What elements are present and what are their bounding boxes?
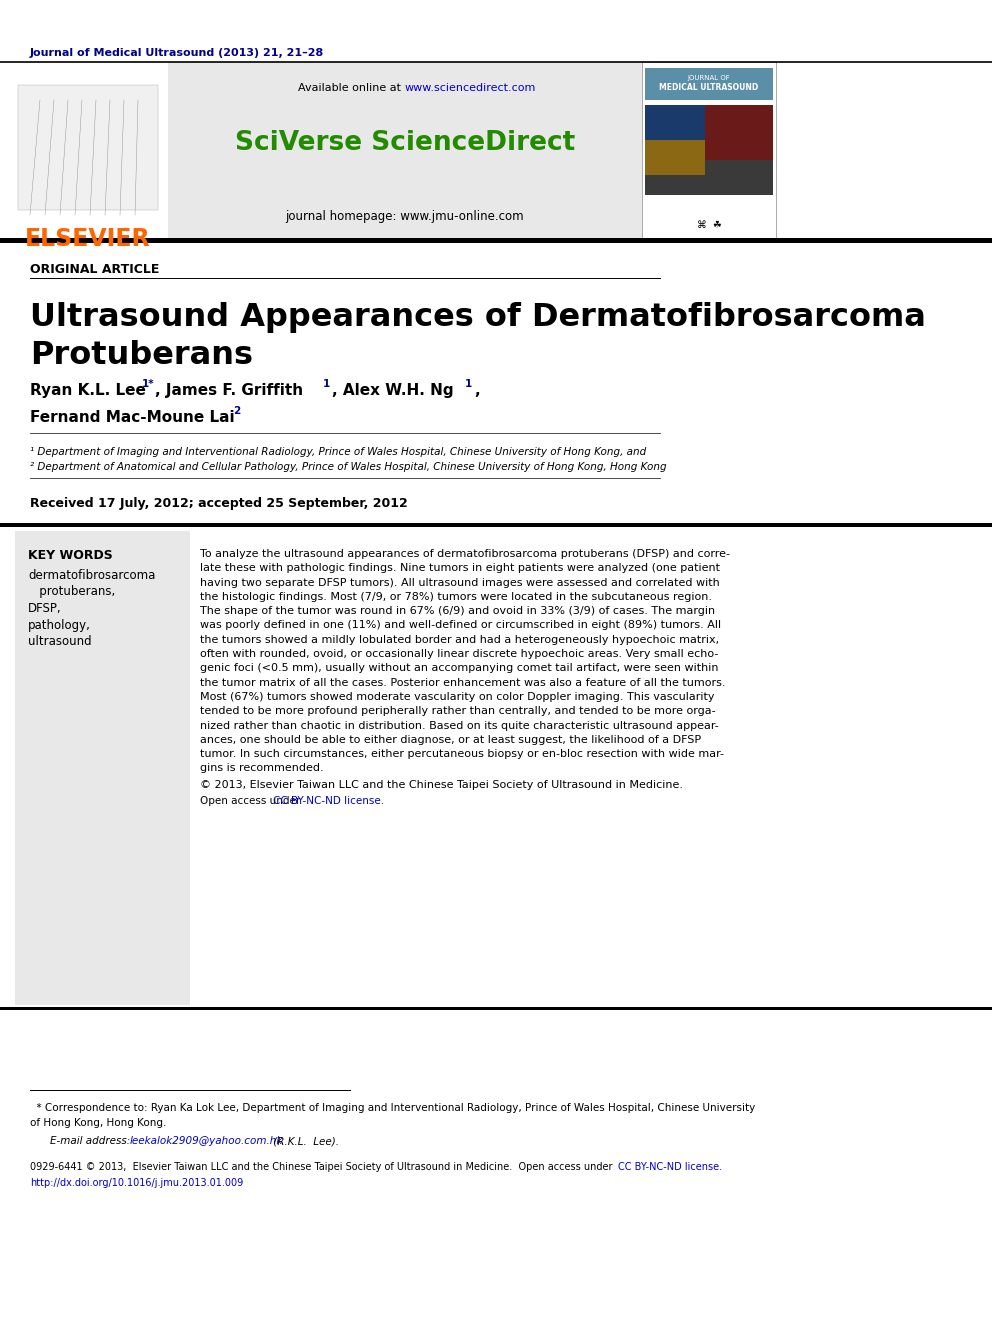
Text: http://dx.doi.org/10.1016/j.jmu.2013.01.009: http://dx.doi.org/10.1016/j.jmu.2013.01.… — [30, 1177, 243, 1188]
Text: CC BY-NC-ND license.: CC BY-NC-ND license. — [618, 1162, 722, 1172]
Bar — [18, 85, 158, 210]
Text: tumor. In such circumstances, either percutaneous biopsy or en-bloc resection wi: tumor. In such circumstances, either per… — [200, 749, 724, 759]
Text: ances, one should be able to either diagnose, or at least suggest, the likelihoo: ances, one should be able to either diag… — [200, 734, 701, 745]
Text: © 2013, Elsevier Taiwan LLC and the Chinese Taipei Society of Ultrasound in Medi: © 2013, Elsevier Taiwan LLC and the Chin… — [200, 779, 683, 790]
Text: often with rounded, ovoid, or occasionally linear discrete hypoechoic areas. Ver: often with rounded, ovoid, or occasional… — [200, 650, 718, 659]
Text: The shape of the tumor was round in 67% (6/9) and ovoid in 33% (3/9) of cases. T: The shape of the tumor was round in 67% … — [200, 606, 715, 617]
Text: CC BY-NC-ND license.: CC BY-NC-ND license. — [273, 796, 384, 806]
Bar — [0, 1007, 992, 1009]
Text: protuberans,: protuberans, — [28, 586, 115, 598]
Bar — [645, 105, 705, 140]
Text: having two separate DFSP tumors). All ultrasound images were assessed and correl: having two separate DFSP tumors). All ul… — [200, 578, 720, 587]
Bar — [0, 238, 992, 243]
Text: DFSP,: DFSP, — [28, 602, 62, 615]
Text: gins is recommended.: gins is recommended. — [200, 763, 323, 774]
Text: (R.K.L.  Lee).: (R.K.L. Lee). — [270, 1136, 339, 1146]
Text: dermatofibrosarcoma: dermatofibrosarcoma — [28, 569, 156, 582]
Bar — [18, 83, 158, 212]
Text: genic foci (<0.5 mm), usually without an accompanying comet tail artifact, were : genic foci (<0.5 mm), usually without an… — [200, 663, 718, 673]
Text: , James F. Griffith: , James F. Griffith — [155, 382, 309, 398]
Text: nized rather than chaotic in distribution. Based on its quite characteristic ult: nized rather than chaotic in distributio… — [200, 721, 719, 730]
Text: 1: 1 — [465, 378, 472, 389]
Text: www.sciencedirect.com: www.sciencedirect.com — [405, 83, 537, 93]
Text: 1*: 1* — [142, 378, 155, 389]
Bar — [645, 105, 705, 175]
Text: To analyze the ultrasound appearances of dermatofibrosarcoma protuberans (DFSP) : To analyze the ultrasound appearances of… — [200, 549, 730, 560]
Text: ,: , — [474, 382, 479, 398]
Text: Ultrasound Appearances of Dermatofibrosarcoma: Ultrasound Appearances of Dermatofibrosa… — [30, 302, 926, 333]
Text: Most (67%) tumors showed moderate vascularity on color Doppler imaging. This vas: Most (67%) tumors showed moderate vascul… — [200, 692, 714, 703]
Text: Ryan K.L. Lee: Ryan K.L. Lee — [30, 382, 151, 398]
Text: MEDICAL ULTRASOUND: MEDICAL ULTRASOUND — [660, 83, 759, 93]
Text: * Correspondence to: Ryan Ka Lok Lee, Department of Imaging and Interventional R: * Correspondence to: Ryan Ka Lok Lee, De… — [30, 1103, 755, 1113]
Text: was poorly defined in one (11%) and well-defined or circumscribed in eight (89%): was poorly defined in one (11%) and well… — [200, 620, 721, 631]
Text: ⌘  ☘: ⌘ ☘ — [696, 220, 721, 230]
Text: JOURNAL OF: JOURNAL OF — [687, 75, 730, 81]
Text: ELSEVIER: ELSEVIER — [25, 228, 151, 251]
Text: ² Department of Anatomical and Cellular Pathology, Prince of Wales Hospital, Chi: ² Department of Anatomical and Cellular … — [30, 462, 667, 472]
Text: Fernand Mac-Moune Lai: Fernand Mac-Moune Lai — [30, 410, 240, 425]
Bar — [15, 531, 190, 1005]
Text: late these with pathologic findings. Nine tumors in eight patients were analyzed: late these with pathologic findings. Nin… — [200, 564, 720, 573]
Text: journal homepage: www.jmu-online.com: journal homepage: www.jmu-online.com — [286, 210, 525, 224]
Bar — [645, 105, 773, 194]
Bar — [0, 62, 168, 238]
Text: of Hong Kong, Hong Kong.: of Hong Kong, Hong Kong. — [30, 1118, 167, 1129]
Text: ORIGINAL ARTICLE: ORIGINAL ARTICLE — [30, 263, 160, 277]
Text: the tumors showed a mildly lobulated border and had a heterogeneously hypoechoic: the tumors showed a mildly lobulated bor… — [200, 635, 719, 644]
Text: 2: 2 — [233, 406, 240, 415]
Bar — [705, 105, 773, 160]
Bar — [0, 523, 992, 527]
Text: ultrasound: ultrasound — [28, 635, 91, 648]
Text: Journal of Medical Ultrasound (2013) 21, 21–28: Journal of Medical Ultrasound (2013) 21,… — [30, 48, 324, 58]
Text: Available online at: Available online at — [299, 83, 405, 93]
Text: pathology,: pathology, — [28, 618, 91, 631]
Bar — [645, 67, 773, 101]
Text: ¹ Department of Imaging and Interventional Radiology, Prince of Wales Hospital, : ¹ Department of Imaging and Intervention… — [30, 447, 646, 456]
Text: tended to be more profound peripherally rather than centrally, and tended to be : tended to be more profound peripherally … — [200, 706, 715, 716]
Text: Received 17 July, 2012; accepted 25 September, 2012: Received 17 July, 2012; accepted 25 Sept… — [30, 497, 408, 509]
Text: Protuberans: Protuberans — [30, 340, 253, 370]
Text: , Alex W.H. Ng: , Alex W.H. Ng — [332, 382, 459, 398]
Text: 1: 1 — [323, 378, 330, 389]
Text: SciVerse ScienceDirect: SciVerse ScienceDirect — [235, 130, 575, 156]
Text: the tumor matrix of all the cases. Posterior enhancement was also a feature of a: the tumor matrix of all the cases. Poste… — [200, 677, 725, 688]
Text: 0929-6441 © 2013,  Elsevier Taiwan LLC and the Chinese Taipei Society of Ultraso: 0929-6441 © 2013, Elsevier Taiwan LLC an… — [30, 1162, 616, 1172]
Bar — [642, 62, 776, 238]
Text: Open access under: Open access under — [200, 796, 304, 806]
Text: KEY WORDS: KEY WORDS — [28, 549, 113, 562]
Text: the histologic findings. Most (7/9, or 78%) tumors were located in the subcutane: the histologic findings. Most (7/9, or 7… — [200, 591, 712, 602]
Text: E-mail address:: E-mail address: — [50, 1136, 134, 1146]
Bar — [168, 62, 642, 238]
Text: leekalok2909@yahoo.com.hk: leekalok2909@yahoo.com.hk — [130, 1136, 284, 1146]
